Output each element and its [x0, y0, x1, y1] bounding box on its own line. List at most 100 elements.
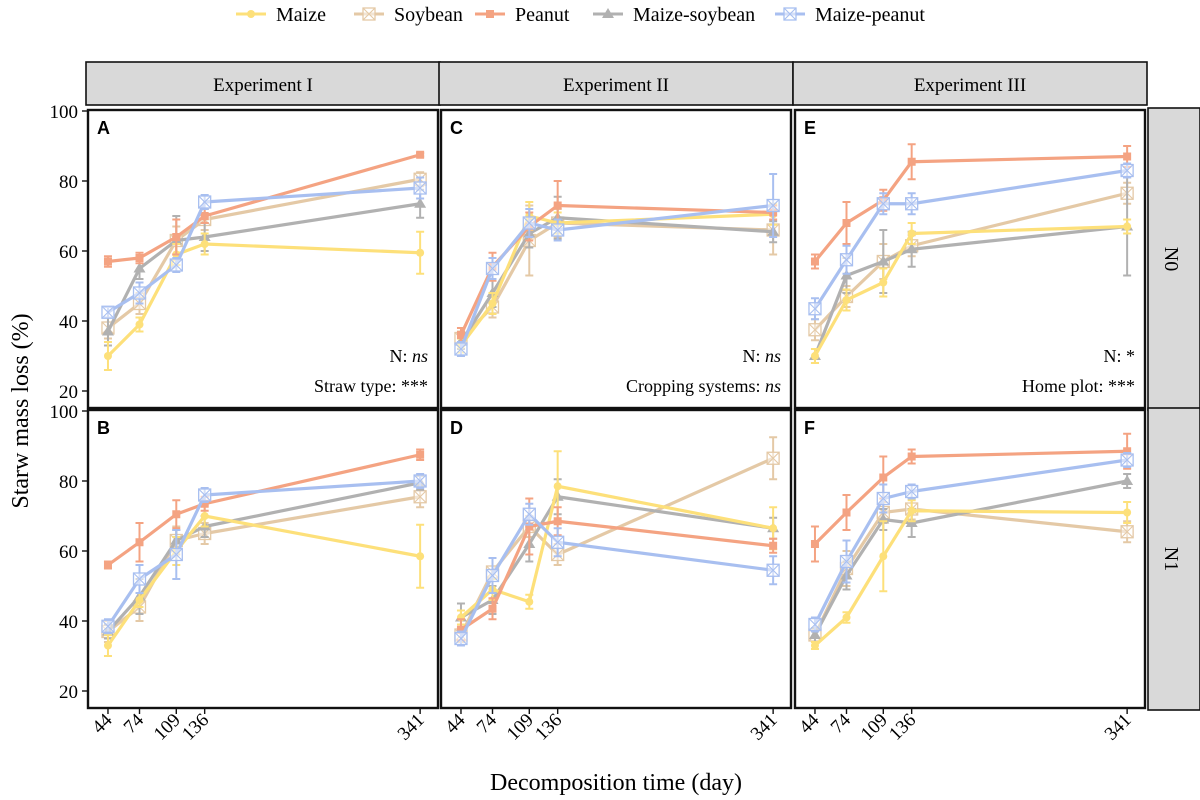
x-tick-label: 341	[747, 710, 782, 745]
data-point	[101, 325, 114, 336]
series-maize-peanut	[454, 502, 780, 647]
panel-B: B	[86, 408, 440, 710]
legend-entry-maize: Maize	[236, 4, 326, 26]
panel-annotation: N: ns	[389, 346, 428, 366]
legend-marker	[486, 10, 494, 18]
panel-label: B	[97, 418, 110, 438]
data-point	[103, 257, 112, 266]
data-point	[133, 262, 146, 273]
data-point	[839, 253, 854, 267]
data-point	[416, 450, 425, 459]
data-point	[1123, 508, 1132, 517]
panel-annotation: Home plot: ***	[1022, 376, 1135, 396]
data-point	[907, 157, 916, 166]
data-point	[551, 535, 565, 549]
data-point	[842, 613, 851, 622]
x-tick-label: 341	[1101, 710, 1136, 745]
data-point	[101, 619, 115, 633]
series-peanut	[810, 432, 1132, 563]
data-point	[103, 561, 112, 569]
data-point	[810, 257, 819, 266]
data-point	[808, 617, 822, 632]
legend-marker	[602, 8, 614, 18]
panel-frame	[86, 408, 440, 710]
data-point	[454, 631, 468, 646]
data-point	[810, 540, 819, 548]
data-point	[879, 278, 888, 287]
x-tick-label: 74	[827, 709, 856, 738]
panel-D: D	[439, 408, 793, 710]
data-point	[413, 474, 427, 488]
legend-marker	[783, 7, 797, 21]
data-point	[1120, 525, 1134, 539]
data-point	[907, 506, 916, 515]
data-point	[769, 524, 778, 533]
series-maize-peanut	[101, 176, 427, 319]
data-point	[769, 541, 778, 550]
data-point	[808, 302, 822, 316]
data-point	[1120, 453, 1134, 467]
data-point	[135, 538, 144, 547]
panel-annotation: Straw type: ***	[314, 376, 428, 396]
data-point	[905, 484, 919, 499]
y-tick-label: 20	[59, 682, 78, 703]
panel-C: C N: ns Cropping systems: ns	[439, 108, 793, 410]
data-point	[200, 512, 209, 520]
strip-row	[1147, 107, 1200, 411]
strip-column	[792, 61, 1148, 106]
data-point	[1121, 475, 1134, 485]
data-point	[1120, 163, 1134, 178]
y-tick-label: 80	[59, 472, 78, 493]
strip-column-label: Experiment II	[563, 75, 669, 96]
data-point	[198, 488, 212, 502]
x-tick-label: 74	[473, 709, 502, 738]
data-point	[808, 629, 821, 639]
data-point	[103, 352, 112, 360]
data-point	[842, 219, 851, 227]
strip-column-label: Experiment I	[213, 75, 313, 96]
panel-annotation: N: *	[1104, 346, 1136, 366]
series-maize	[810, 499, 1132, 650]
data-point	[553, 482, 562, 491]
data-point	[414, 197, 427, 208]
strip-row-label: N1	[1160, 547, 1182, 571]
panel-frame	[86, 108, 440, 410]
y-axis-title: Starw mass loss (%)	[8, 313, 34, 508]
legend-label: Soybean	[394, 4, 463, 26]
data-point	[907, 452, 916, 461]
panel-label: F	[804, 418, 815, 438]
data-point	[103, 641, 112, 650]
series-maize-peanut	[808, 452, 1134, 633]
data-point	[416, 248, 425, 257]
x-tick-label: 44	[88, 709, 117, 738]
data-point	[101, 305, 115, 319]
panel-annotation: Cropping systems: ns	[626, 376, 781, 396]
data-point	[810, 352, 819, 360]
panel-E: E N: * Home plot: ***	[793, 108, 1147, 410]
legend-entry-maize-soybean: Maize-soybean	[593, 4, 755, 26]
data-point	[876, 491, 890, 506]
data-point	[169, 547, 183, 562]
data-point	[907, 229, 916, 238]
data-point	[416, 150, 425, 159]
legend-marker	[362, 7, 376, 21]
data-point	[1123, 447, 1132, 456]
data-point	[905, 243, 918, 254]
x-axis-title: Decomposition time (day)	[490, 770, 742, 796]
x-tick-label: 136	[178, 710, 213, 745]
legend-entry-soybean: Soybean	[354, 4, 463, 26]
data-point	[172, 233, 181, 241]
x-tick-label: 341	[394, 710, 429, 745]
data-point	[766, 198, 780, 213]
data-point	[456, 625, 465, 634]
legend: Maize Soybean Peanut Maize-soybean Maize-pea…	[236, 4, 925, 26]
x-tick-label: 44	[795, 709, 824, 738]
data-point	[413, 490, 427, 504]
y-tick-label: 80	[59, 172, 78, 193]
data-point	[132, 572, 147, 586]
series-peanut	[103, 448, 425, 570]
panel-label: C	[450, 118, 463, 138]
data-point	[553, 517, 562, 526]
data-point	[135, 254, 144, 262]
panel-label: A	[97, 118, 110, 138]
